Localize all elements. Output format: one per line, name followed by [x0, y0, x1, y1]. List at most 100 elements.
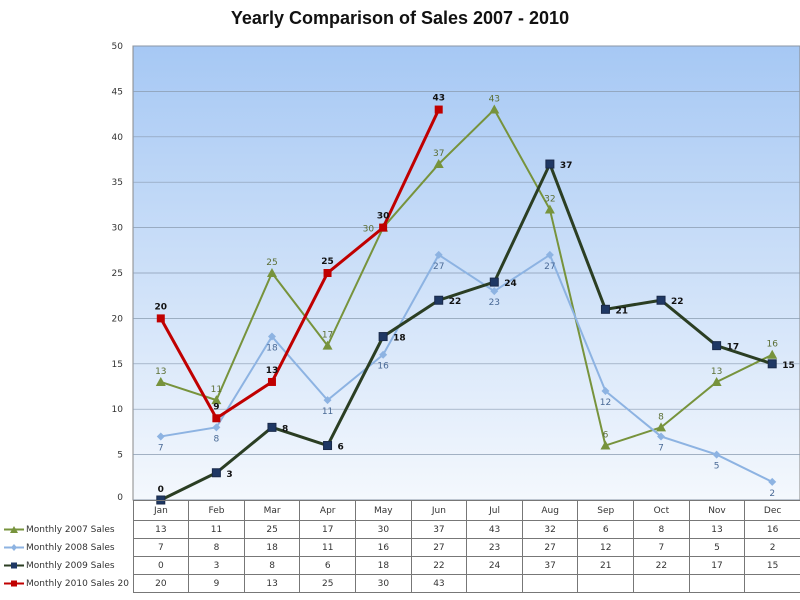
legend-key-icon — [4, 580, 24, 586]
data-label: 27 — [544, 262, 555, 272]
x-tick-label: Sep — [577, 500, 635, 521]
table-cell: 18 — [243, 538, 301, 557]
data-label: 13 — [711, 367, 722, 377]
x-tick-label: Jun — [410, 500, 468, 521]
data-point — [601, 387, 610, 396]
table-cell: 0 — [132, 556, 190, 575]
table-cell: 37 — [521, 556, 579, 575]
data-point — [379, 350, 388, 359]
data-point — [434, 105, 443, 114]
table-cell: 27 — [410, 538, 468, 557]
table-cell: 17 — [688, 556, 746, 575]
table-cell — [688, 574, 746, 593]
legend-label: Monthly 2008 Sales — [26, 542, 115, 553]
x-tick-label: Apr — [299, 500, 357, 521]
y-tick-label: 20 — [112, 314, 124, 324]
table-cell: 13 — [132, 520, 190, 539]
x-tick-label: Jan — [132, 500, 190, 521]
table-cell: 6 — [299, 556, 357, 575]
data-label: 37 — [560, 161, 573, 171]
data-point — [767, 359, 777, 369]
table-cell: 16 — [744, 520, 800, 539]
series-line-2007 — [160, 107, 773, 447]
y-tick-label: 15 — [112, 360, 123, 370]
data-point — [211, 468, 221, 478]
table-cell — [466, 574, 523, 593]
table-cell: 6 — [577, 520, 635, 539]
y-tick-label: 40 — [112, 133, 124, 143]
series-line-2008 — [160, 253, 773, 483]
data-point — [600, 304, 610, 314]
y-tick-label: 5 — [117, 451, 123, 461]
table-cell: 30 — [355, 520, 412, 539]
table-corner — [0, 500, 134, 521]
x-tick-label: Jul — [466, 500, 523, 521]
table-cell: 25 — [243, 520, 301, 539]
data-label: 0 — [158, 485, 164, 495]
data-point — [544, 204, 555, 214]
data-point — [156, 314, 165, 323]
data-label: 13 — [266, 366, 279, 376]
legend-entry: Monthly 2008 Sales — [0, 538, 134, 557]
table-cell: 37 — [410, 520, 468, 539]
table-row: Monthly 2007 Sales 13 11 25 17 30 37 43 32 6 8 13 16 — [0, 520, 800, 539]
legend-label: Monthly 2009 Sales — [26, 560, 115, 571]
table-cell: 3 — [188, 556, 245, 575]
data-label: 3 — [226, 470, 232, 480]
table-cell: 30 — [355, 574, 412, 593]
data-label: 17 — [727, 343, 740, 353]
table-cell: 24 — [466, 556, 523, 575]
line-chart: 0510152025303540455013112517303743326813… — [112, 42, 800, 505]
data-point — [545, 159, 555, 169]
data-label: 22 — [671, 297, 684, 307]
table-cell: 13 — [243, 574, 301, 593]
data-label: 7 — [658, 443, 664, 453]
data-label: 18 — [266, 344, 278, 354]
data-label: 8 — [658, 412, 664, 422]
data-label: 8 — [214, 434, 220, 444]
data-label: 21 — [615, 306, 628, 316]
data-label: 25 — [266, 258, 277, 268]
data-label: 32 — [544, 194, 555, 204]
x-tick-label: May — [355, 500, 412, 521]
legend-key-icon — [4, 543, 24, 551]
y-tick-label: 25 — [112, 269, 123, 279]
table-row: Monthly 2008 Sales 7 8 18 11 16 27 23 27 12 7 5 2 — [0, 538, 800, 557]
data-point — [323, 269, 332, 277]
table-cell: 18 — [355, 556, 412, 575]
data-point — [490, 287, 499, 296]
data-label: 15 — [782, 361, 795, 371]
data-label: 7 — [158, 443, 164, 453]
y-tick-label: 10 — [112, 405, 124, 415]
data-label: 11 — [322, 407, 333, 417]
x-tick-label: Oct — [633, 500, 690, 521]
data-label: 16 — [377, 362, 389, 372]
table-cell: 16 — [355, 538, 412, 557]
table-cell — [744, 574, 800, 593]
table-cell: 12 — [577, 538, 635, 557]
table-cell: 22 — [633, 556, 690, 575]
legend-label: Monthly 2010 Sales 20 — [26, 578, 129, 589]
data-point — [266, 268, 277, 277]
chart-title: Yearly Comparison of Sales 2007 - 2010 — [230, 8, 570, 28]
y-tick-label: 50 — [112, 42, 124, 52]
series-line-2010 — [159, 108, 441, 421]
data-point — [712, 450, 721, 459]
data-point — [711, 376, 722, 386]
y-tick-label: 0 — [117, 493, 123, 503]
table-cell: 11 — [188, 520, 245, 539]
data-label: 9 — [213, 402, 219, 412]
data-point — [767, 349, 778, 359]
table-cell: 43 — [410, 574, 468, 593]
table-cell: 11 — [299, 538, 357, 557]
data-label: 17 — [322, 331, 333, 341]
table-cell: 27 — [521, 538, 579, 557]
table-cell: 17 — [299, 520, 357, 539]
data-label: 37 — [433, 149, 444, 159]
table-row: Monthly 2009 Sales 0 3 8 6 18 22 24 37 21 22 17 15 — [0, 556, 800, 575]
data-label: 6 — [338, 443, 344, 453]
data-label: 12 — [600, 398, 611, 408]
table-cell: 8 — [188, 538, 245, 557]
table-cell: 2 — [744, 538, 800, 557]
data-label: 22 — [449, 297, 462, 307]
